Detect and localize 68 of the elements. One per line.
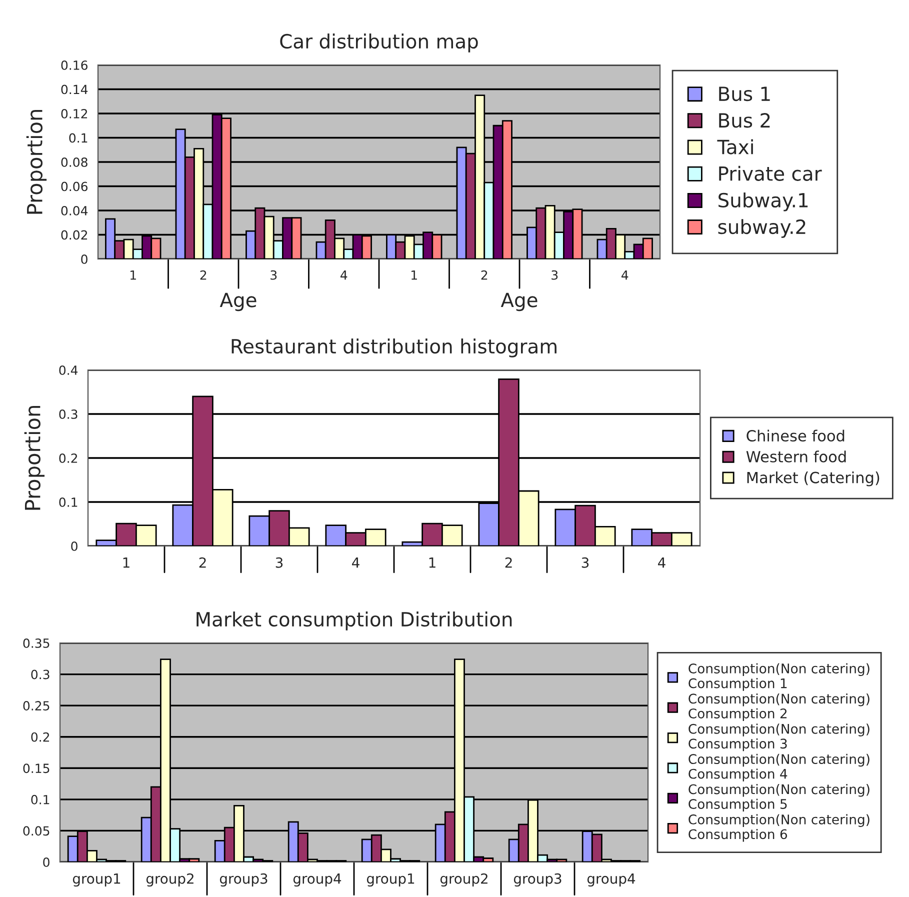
y-tick-label: 0.1 (31, 794, 50, 804)
x-tick-label: group2 (146, 873, 194, 887)
legend-label: Consumption(Non catering) Consumption 2 (688, 693, 870, 721)
x-tick-label: 4 (658, 558, 666, 568)
y-tick-label: 0.2 (59, 453, 78, 463)
y-tick-label: 0.2 (31, 732, 50, 742)
y-tick-label: 0.06 (61, 182, 88, 192)
y-tick-label: 0.1 (69, 133, 88, 143)
y-tick-label: 0.12 (61, 108, 88, 118)
x-tick-label: 1 (412, 270, 417, 280)
legend-label: Chinese food (746, 430, 844, 442)
x-tick-label: 2 (199, 557, 206, 568)
legend-label: Consumption(Non catering) Consumption 3 (688, 724, 870, 752)
y-axis-title: Proportion (26, 110, 47, 214)
y-tick-label: 0 (71, 541, 78, 551)
legend-label: Consumption(Non catering) Consumption 6 (688, 814, 870, 842)
chart-title: Restaurant distribution histogram (232, 338, 556, 358)
y-tick-label: 0 (43, 857, 50, 867)
x-tick-label: 1 (429, 558, 436, 568)
chart-title: Market consumption Distribution (196, 612, 512, 630)
x-tick-label: 4 (340, 270, 348, 280)
y-tick-label: 0.3 (59, 409, 78, 419)
x-tick-label: 3 (270, 270, 277, 280)
y-tick-label: 0.02 (61, 230, 88, 240)
y-tick-label: 0.4 (59, 365, 78, 375)
legend-label: Taxi (717, 139, 753, 154)
x-tick-label: 3 (582, 557, 589, 568)
x-tick-label: group3 (220, 873, 268, 887)
chart-title: Car distribution map (280, 34, 478, 52)
y-tick-label: 0 (81, 254, 88, 264)
y-tick-label: 0.25 (23, 701, 50, 710)
legend-label: Bus 2 (719, 113, 770, 128)
legend-label: Private car (719, 166, 822, 181)
x-tick-label: 4 (622, 270, 628, 280)
legend-label: Western food (746, 450, 846, 462)
legend-label: Bus 1 (719, 86, 770, 102)
x-tick-label: 4 (352, 558, 360, 568)
y-tick-label: 0.14 (61, 84, 88, 94)
x-tick-label: 3 (276, 557, 283, 568)
x-tick-label: group4 (587, 874, 636, 887)
y-tick-label: 0.04 (61, 206, 88, 216)
y-tick-label: 0.15 (23, 764, 50, 774)
legend-label: Market (Catering) (747, 472, 880, 486)
legend-label: subway.2 (718, 219, 806, 238)
x-tick-label: 1 (123, 558, 130, 568)
text: Age (220, 292, 256, 312)
text: Age (500, 292, 538, 312)
y-tick-label: 0.05 (23, 826, 50, 836)
x-tick-label: group1 (366, 874, 414, 887)
y-tick-label: 0.16 (61, 60, 88, 70)
x-tick-label: 1 (130, 270, 136, 280)
x-tick-label: 2 (481, 270, 488, 280)
x-tick-label: 2 (200, 270, 206, 280)
legend-label: Consumption(Non catering) Consumption 4 (688, 754, 870, 782)
x-tick-label: group3 (514, 873, 562, 887)
legend-label: Subway.1 (718, 192, 808, 212)
x-tick-label: group2 (440, 873, 488, 887)
legend-label: Consumption(Non catering) Consumption 5 (688, 784, 870, 812)
x-tick-label: group1 (72, 874, 120, 887)
y-tick-label: 0.3 (31, 670, 50, 680)
y-tick-label: 0.08 (61, 157, 88, 167)
legend-label: Consumption(Non catering) Consumption 1 (688, 663, 870, 691)
y-tick-label: 0.35 (23, 638, 50, 648)
x-tick-label: 3 (552, 270, 558, 280)
y-tick-label: 0.1 (59, 497, 78, 507)
y-axis-title: Proportion (24, 406, 45, 510)
x-tick-label: group4 (293, 874, 342, 887)
x-tick-label: 2 (505, 557, 512, 568)
